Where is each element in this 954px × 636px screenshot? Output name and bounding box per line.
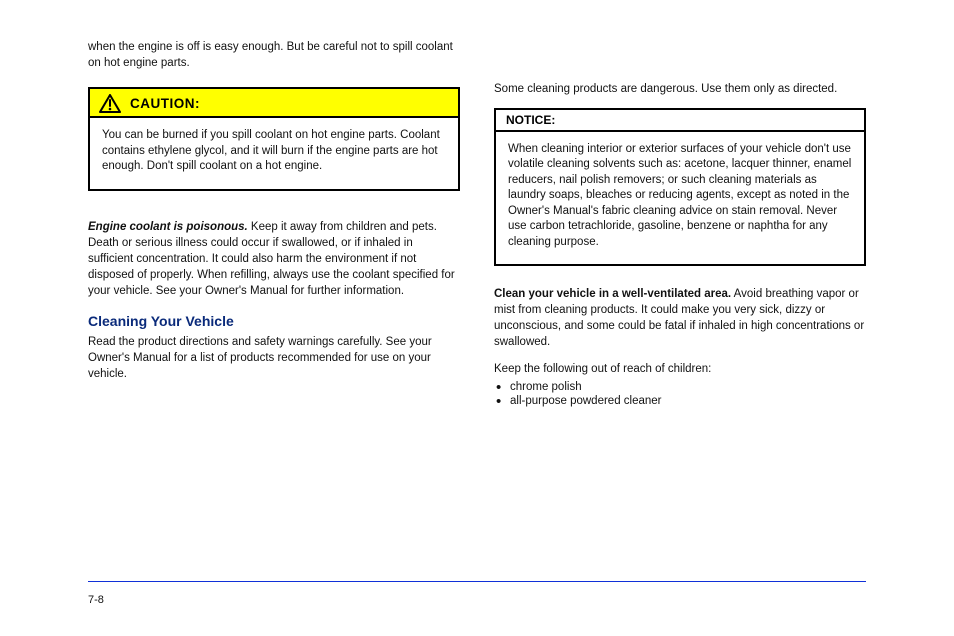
right-lead-paragraph: Some cleaning products are dangerous. Us…: [494, 82, 866, 98]
left-lead-paragraph: when the engine is off is easy enough. B…: [88, 40, 460, 71]
caution-title: CAUTION:: [130, 96, 200, 111]
poison-heading: Engine coolant is poisonous.: [88, 221, 248, 233]
page-section-number: 7-8: [88, 594, 104, 606]
poison-paragraph: Engine coolant is poisonous. Keep it awa…: [88, 219, 460, 299]
warning-triangle-icon: [98, 93, 122, 113]
column-right: Some cleaning products are dangerous. Us…: [494, 40, 866, 409]
ventilation-paragraph: Clean your vehicle in a well-ventilated …: [494, 286, 866, 350]
hazard-list: chrome polish all-purpose powdered clean…: [494, 381, 866, 407]
two-column-layout: when the engine is off is easy enough. B…: [88, 40, 866, 409]
caution-body: You can be burned if you spill coolant o…: [90, 118, 458, 189]
list-item: all-purpose powdered cleaner: [510, 395, 866, 407]
notice-body: When cleaning interior or exterior surfa…: [496, 132, 864, 265]
column-left: when the engine is off is easy enough. B…: [88, 40, 460, 409]
caution-box: CAUTION: You can be burned if you spill …: [88, 87, 460, 191]
ventilation-heading: Clean your vehicle in a well-ventilated …: [494, 288, 731, 300]
page: when the engine is off is easy enough. B…: [0, 0, 954, 636]
notice-header: NOTICE:: [496, 110, 864, 132]
list-lead: Keep the following out of reach of child…: [494, 363, 866, 375]
cleaning-paragraph: Read the product directions and safety w…: [88, 335, 460, 383]
notice-box: NOTICE: When cleaning interior or exteri…: [494, 108, 866, 267]
cleaning-heading: Cleaning Your Vehicle: [88, 313, 460, 329]
footer-rule: [88, 581, 866, 582]
caution-header: CAUTION:: [90, 89, 458, 118]
list-item: chrome polish: [510, 381, 866, 393]
